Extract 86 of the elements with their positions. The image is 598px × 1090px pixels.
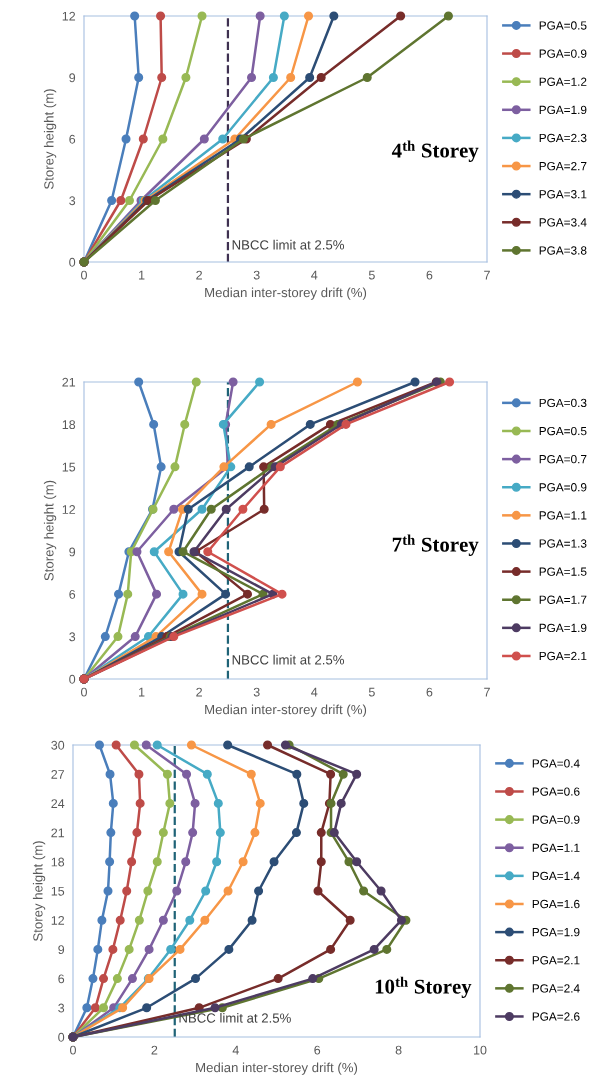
y-tick-label: 9 <box>69 547 76 557</box>
legend-label: PGA=3.1 <box>539 190 587 199</box>
y-tick-label: 27 <box>51 770 65 779</box>
x-tick-label: 0 <box>81 270 87 280</box>
ref-line-label: NBCC limit at 2.5% <box>179 1013 291 1023</box>
y-tick-label: 3 <box>58 1003 65 1013</box>
legend-label: PGA=1.6 <box>532 899 580 909</box>
legend-label: PGA=2.4 <box>532 984 580 993</box>
x-tick-label: 5 <box>368 270 375 280</box>
x-tick-label: 2 <box>151 1045 158 1055</box>
x-tick-label: 1 <box>139 687 145 697</box>
legend-label: PGA=0.9 <box>539 483 587 492</box>
legend-label: PGA=0.6 <box>532 787 580 796</box>
legend-label: PGA=1.2 <box>539 77 587 86</box>
y-tick-label: 9 <box>58 945 65 955</box>
legend-label: PGA=0.5 <box>539 21 587 30</box>
legend-label: PGA=0.9 <box>532 815 580 824</box>
x-tick-label: 2 <box>196 687 202 697</box>
x-tick-label: 8 <box>395 1045 402 1055</box>
y-tick-label: 21 <box>51 828 65 838</box>
x-axis-title: Median inter-storey drift (%) <box>205 287 367 300</box>
legend-label: PGA=3.8 <box>539 246 587 255</box>
x-tick-label: 4 <box>311 270 318 280</box>
y-tick-label: 3 <box>69 632 76 642</box>
legend-label: PGA=1.1 <box>532 843 580 852</box>
legend-label: PGA=2.6 <box>532 1012 580 1021</box>
ref-line-label: NBCC limit at 2.5% <box>232 654 345 665</box>
legend-label: PGA=1.1 <box>539 511 587 520</box>
legend-label: PGA=1.4 <box>532 871 580 881</box>
y-tick-label: 18 <box>51 857 65 867</box>
legend-label: PGA=1.3 <box>539 539 587 548</box>
annotation: 7$^{th}$ Storey <box>392 534 479 556</box>
legend-label: PGA=0.7 <box>539 455 587 464</box>
legend-label: PGA=1.9 <box>539 623 587 633</box>
y-tick-label: 12 <box>62 11 76 21</box>
legend-label: PGA=1.9 <box>539 105 587 115</box>
legend-label: PGA=2.7 <box>539 161 587 171</box>
legend-label: PGA=1.9 <box>532 927 580 937</box>
x-tick-label: 1 <box>139 270 145 280</box>
y-tick-label: 6 <box>58 974 65 984</box>
y-tick-label: 9 <box>69 73 76 83</box>
x-axis-title: Median inter-storey drift (%) <box>205 704 367 717</box>
y-tick-label: 30 <box>51 740 65 750</box>
y-tick-label: 6 <box>69 134 76 144</box>
y-tick-label: 0 <box>69 257 76 267</box>
y-tick-label: 0 <box>58 1032 65 1042</box>
x-tick-label: 0 <box>81 687 87 697</box>
annotation: 4$^{th}$ Storey <box>391 140 479 162</box>
legend-label: PGA=0.9 <box>539 49 587 58</box>
legend-label: PGA=0.4 <box>532 759 580 768</box>
y-tick-label: 24 <box>51 799 65 808</box>
y-tick-label: 6 <box>69 589 76 599</box>
legend-label: PGA=2.1 <box>539 651 587 661</box>
annotation: 10$^{th}$ Storey <box>375 976 472 998</box>
x-tick-label: 5 <box>368 687 375 697</box>
x-tick-label: 4 <box>311 687 318 697</box>
legend-label: PGA=1.5 <box>539 567 587 576</box>
legend-label: PGA=0.5 <box>539 426 587 436</box>
legend-label: PGA=1.7 <box>539 595 587 604</box>
y-tick-label: 3 <box>69 196 76 206</box>
x-tick-label: 2 <box>196 270 202 280</box>
y-tick-label: 18 <box>62 420 76 430</box>
x-tick-label: 4 <box>232 1045 239 1055</box>
y-tick-label: 12 <box>51 916 65 925</box>
y-tick-label: 12 <box>62 505 76 514</box>
x-tick-label: 6 <box>314 1045 321 1055</box>
ref-line-label: NBCC limit at 2.5% <box>232 239 345 250</box>
legend-label: PGA=2.3 <box>539 133 587 143</box>
x-tick-label: 6 <box>426 687 433 697</box>
x-tick-label: 6 <box>426 270 433 280</box>
x-tick-label: 10 <box>474 1045 487 1055</box>
y-tick-label: 15 <box>51 886 65 896</box>
x-tick-label: 3 <box>253 687 260 697</box>
y-tick-label: 0 <box>69 674 76 684</box>
y-tick-label: 21 <box>62 377 76 387</box>
y-axis-title: Storey height (m) <box>32 841 46 941</box>
x-tick-label: 7 <box>484 270 490 280</box>
y-axis-title: Storey height (m) <box>43 480 57 581</box>
legend-label: PGA=3.4 <box>539 218 587 227</box>
x-tick-label: 3 <box>253 270 260 280</box>
y-axis-title: Storey height (m) <box>43 89 57 189</box>
x-axis-title: Median inter-storey drift (%) <box>196 1062 358 1075</box>
legend-label: PGA=0.3 <box>539 398 587 408</box>
x-tick-label: 7 <box>484 687 490 697</box>
legend-label: PGA=2.1 <box>532 956 580 965</box>
y-tick-label: 15 <box>62 462 76 472</box>
